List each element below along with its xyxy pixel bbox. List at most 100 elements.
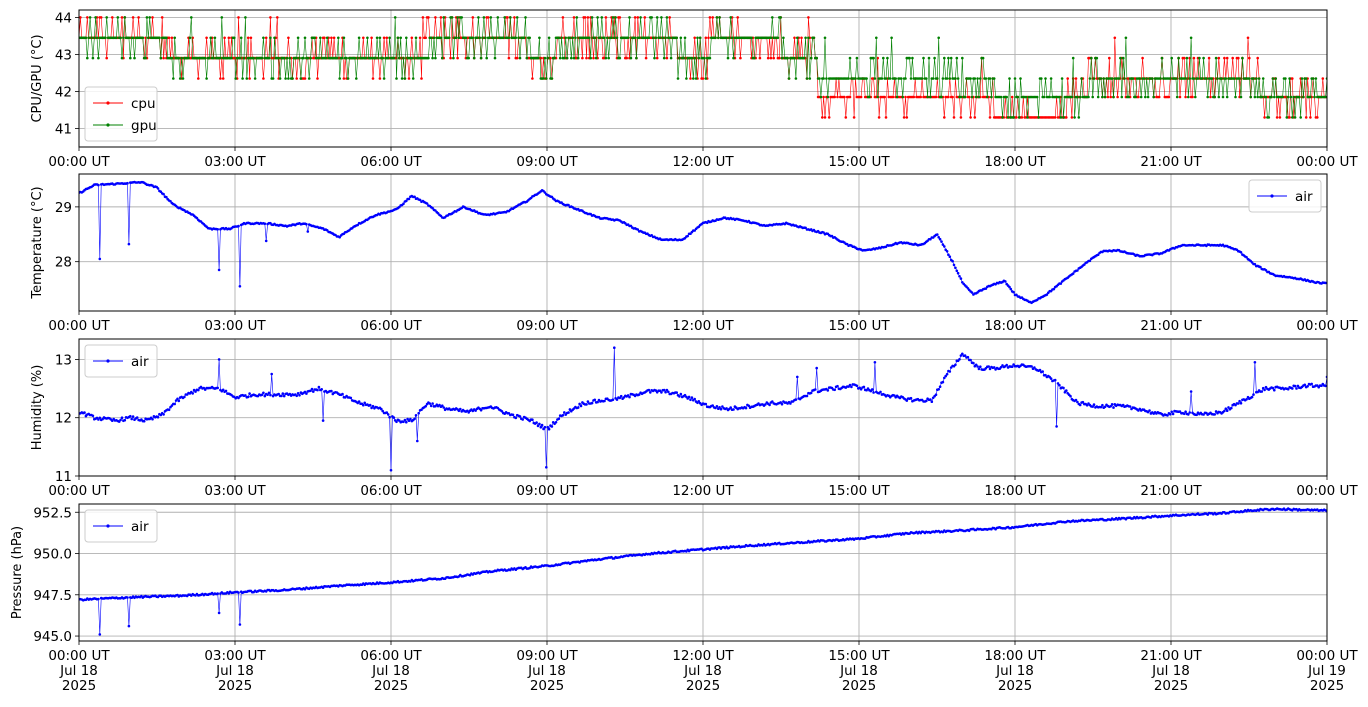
data-point xyxy=(930,400,934,404)
data-point xyxy=(129,56,132,60)
data-point xyxy=(482,16,486,19)
data-point xyxy=(216,386,219,390)
data-point xyxy=(855,56,859,60)
data-point xyxy=(1324,384,1327,388)
data-point xyxy=(355,77,358,80)
data-point xyxy=(603,36,606,40)
data-point xyxy=(585,56,588,60)
data-point xyxy=(195,216,199,220)
legend-label-gpu: gpu xyxy=(131,118,157,134)
data-point xyxy=(1016,95,1020,99)
data-point xyxy=(563,411,566,414)
data-point xyxy=(1038,368,1042,372)
data-point xyxy=(618,16,622,19)
data-point xyxy=(431,56,434,60)
data-point xyxy=(938,385,942,389)
data-point xyxy=(511,413,515,417)
data-point xyxy=(97,183,100,187)
data-point xyxy=(237,16,240,19)
data-point xyxy=(479,56,483,60)
data-point xyxy=(1103,405,1107,409)
data-point xyxy=(693,36,696,40)
data-point xyxy=(392,416,396,419)
data-point xyxy=(961,56,964,60)
data-point xyxy=(879,390,882,394)
data-point xyxy=(1073,116,1076,119)
data-point xyxy=(495,36,498,40)
data-point xyxy=(217,358,221,361)
data-point xyxy=(416,439,419,443)
data-point xyxy=(895,95,899,99)
data-point xyxy=(425,202,429,205)
data-point xyxy=(402,420,405,424)
data-point xyxy=(565,56,569,60)
data-point xyxy=(1113,36,1117,40)
data-point xyxy=(507,56,511,60)
data-point xyxy=(432,36,436,40)
data-point xyxy=(151,16,154,19)
legend-marker-air xyxy=(1270,194,1274,198)
data-point xyxy=(1264,95,1268,99)
data-point xyxy=(298,56,301,60)
data-point xyxy=(1256,56,1259,60)
data-point xyxy=(929,398,932,401)
data-point xyxy=(905,116,909,119)
data-point xyxy=(590,401,594,405)
data-point xyxy=(1044,77,1047,80)
data-point xyxy=(585,403,588,406)
data-point xyxy=(571,36,574,40)
data-point xyxy=(999,95,1003,99)
data-point xyxy=(873,77,877,80)
data-point xyxy=(253,77,257,80)
data-point xyxy=(518,415,522,418)
data-point xyxy=(1017,116,1021,119)
data-point xyxy=(382,77,386,80)
data-point xyxy=(768,403,771,407)
data-point xyxy=(285,56,289,60)
data-point xyxy=(872,391,875,394)
data-point xyxy=(639,16,642,19)
data-point xyxy=(970,95,974,99)
data-point xyxy=(596,400,599,404)
data-point xyxy=(979,77,982,80)
x-tick-label: 09:00 UT xyxy=(516,154,578,170)
x-tick-label: 15:00 UT xyxy=(828,154,890,170)
data-point xyxy=(227,36,231,40)
data-point xyxy=(309,56,312,60)
data-point xyxy=(732,56,735,60)
data-point xyxy=(183,395,186,399)
data-point xyxy=(1071,56,1075,60)
data-point xyxy=(581,56,584,60)
data-point xyxy=(958,358,961,361)
data-point xyxy=(844,116,848,119)
data-point xyxy=(93,36,96,40)
data-point xyxy=(1313,95,1316,99)
data-point xyxy=(972,361,975,365)
data-point xyxy=(452,56,455,60)
data-point xyxy=(567,411,570,414)
data-point xyxy=(789,402,792,405)
data-point xyxy=(1070,95,1074,99)
data-point xyxy=(203,56,207,60)
data-point xyxy=(1152,95,1155,99)
data-point xyxy=(596,16,599,19)
data-point xyxy=(909,77,913,80)
data-point xyxy=(911,56,914,60)
data-point xyxy=(902,116,906,119)
data-point xyxy=(396,36,400,40)
data-point xyxy=(1056,382,1060,385)
data-point xyxy=(729,406,732,409)
data-point xyxy=(165,195,168,199)
data-point xyxy=(1144,95,1147,99)
data-point xyxy=(172,77,175,80)
data-point xyxy=(908,56,911,60)
data-point xyxy=(592,56,595,60)
data-point xyxy=(947,56,950,60)
data-point xyxy=(694,77,698,80)
data-point xyxy=(341,56,344,60)
data-point xyxy=(536,56,540,60)
data-point xyxy=(1177,56,1180,60)
data-point xyxy=(378,77,382,80)
data-point xyxy=(524,16,527,19)
